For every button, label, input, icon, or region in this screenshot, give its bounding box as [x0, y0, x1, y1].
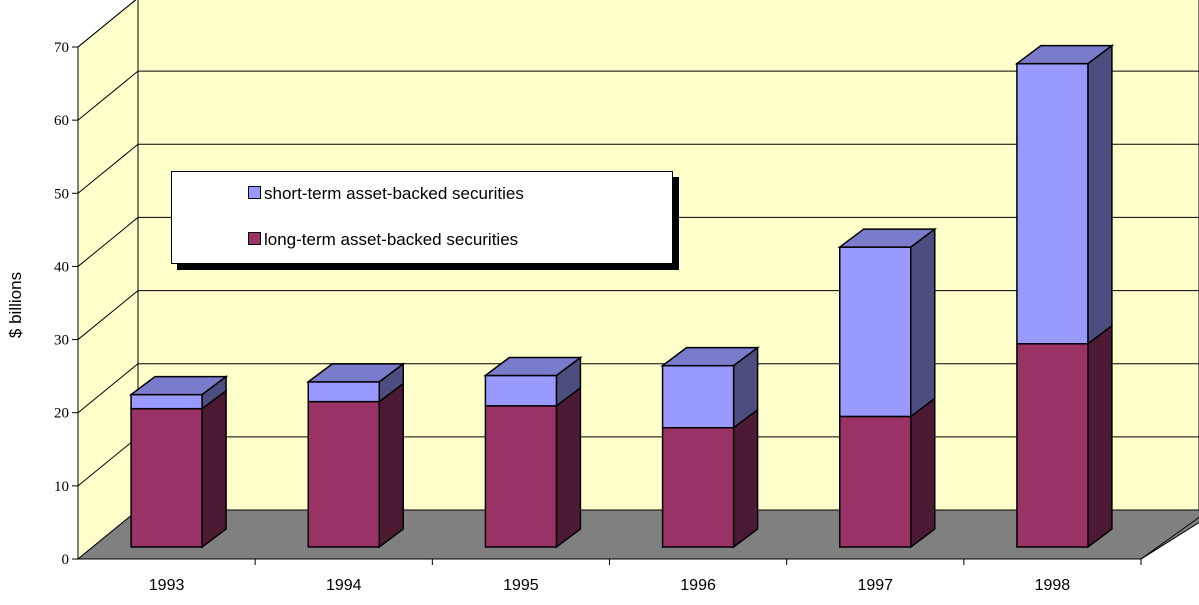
- y-tick-label: 40: [54, 259, 69, 275]
- x-axis-depth-line: [1140, 516, 1199, 560]
- gridline: [77, 0, 137, 48]
- bar-short-term-1997-side: [910, 227, 936, 418]
- x-tick-label: 1993: [149, 577, 185, 594]
- y-tick-label: 20: [54, 406, 69, 422]
- x-tick-label: 1994: [326, 577, 362, 594]
- bar-long-term-1995-side: [555, 386, 582, 549]
- gridline: [77, 143, 1199, 194]
- y-axis-label: $ billions: [6, 272, 25, 338]
- bar-top-1993: [128, 375, 229, 396]
- bar-top-1998: [1014, 44, 1115, 65]
- bar-long-term-1998: [1016, 343, 1089, 548]
- bar-short-term-1995: [484, 374, 558, 407]
- y-tick-label: 70: [54, 40, 69, 56]
- bar-short-term-1993: [130, 393, 203, 410]
- x-tick-label: 1996: [680, 577, 716, 594]
- bar-long-term-1996-side: [732, 408, 759, 549]
- gridline: [77, 70, 1199, 121]
- x-tick-label: 1995: [503, 577, 539, 594]
- bar-top-1997: [837, 228, 937, 248]
- legend-label-long-term: long-term asset-backed securities: [264, 230, 519, 249]
- x-tick-label: 1998: [1035, 577, 1071, 594]
- bar-long-term-1997-side: [910, 396, 936, 549]
- y-tick-label: 0: [62, 552, 70, 568]
- y-tick-label: 10: [54, 479, 69, 495]
- bar-short-term-1997: [839, 246, 912, 418]
- legend-swatch-short-term: [248, 186, 261, 200]
- bar-long-term-1994-side: [378, 382, 404, 549]
- y-tick-label: 60: [54, 113, 69, 129]
- legend-label-short-term: short-term asset-backed securities: [264, 184, 524, 203]
- bar-long-term-1993-side: [201, 389, 227, 549]
- chart-legend: short-term asset-backed securities long-…: [171, 171, 673, 264]
- gridline: [77, 216, 1199, 267]
- bar-long-term-1996: [661, 426, 735, 548]
- legend-entry-long-term: long-term asset-backed securities: [248, 230, 518, 250]
- bar-short-term-1996: [661, 364, 735, 429]
- bar-short-term-1998: [1016, 62, 1089, 345]
- bar-long-term-1998-side: [1087, 324, 1113, 549]
- bar-short-term-1994: [307, 381, 380, 403]
- bar-long-term-1993: [130, 407, 203, 548]
- bar-long-term-1994: [307, 400, 380, 548]
- bar-long-term-1997: [839, 415, 912, 548]
- bar-top-1996: [660, 346, 760, 367]
- y-tick-label: 50: [54, 186, 69, 202]
- bar-top-1995: [483, 356, 583, 377]
- x-tick-label: 1997: [857, 577, 893, 594]
- y-tick-label: 30: [54, 333, 69, 349]
- bar-long-term-1995: [484, 405, 558, 548]
- bar-top-1994: [306, 363, 406, 383]
- chart-axes: 0 10 20 30 40 50 60 70 1993 1994 1995 1996 1997 1998: [54, 40, 1199, 594]
- bar-short-term-1998-side: [1087, 44, 1113, 346]
- chart-bars: [128, 44, 1115, 549]
- legend-swatch-long-term: [248, 232, 261, 246]
- legend-entry-short-term: short-term asset-backed securities: [248, 184, 524, 204]
- side-wall: [77, 0, 139, 561]
